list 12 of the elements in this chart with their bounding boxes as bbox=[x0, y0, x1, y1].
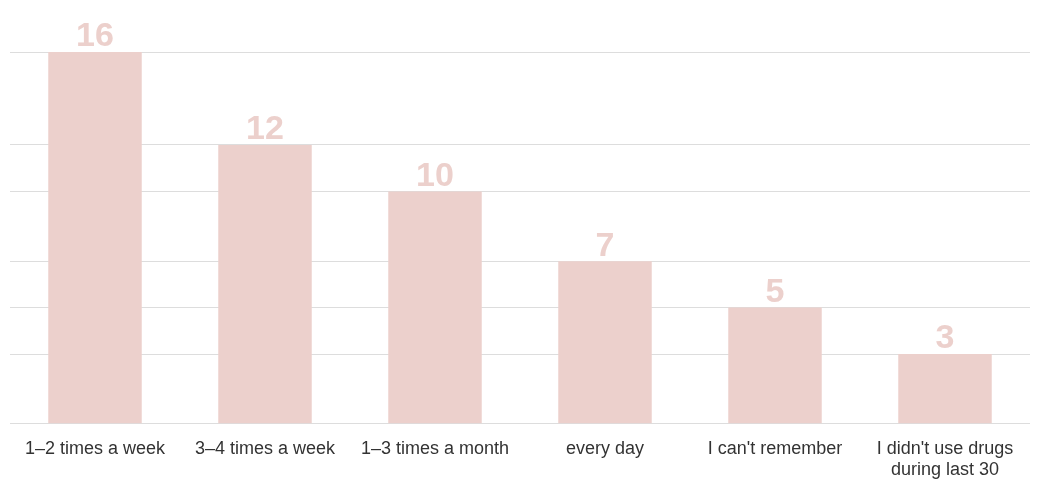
bar bbox=[388, 191, 482, 424]
bar bbox=[898, 354, 992, 424]
bar bbox=[558, 261, 652, 424]
bar bbox=[728, 307, 822, 424]
x-tick-label: I can't remember bbox=[707, 437, 843, 458]
x-tick-label: 1–2 times a week bbox=[24, 437, 167, 458]
x-tick-label: I didn't use drugs during last 30 bbox=[876, 437, 1014, 480]
x-tick-label: 3–4 times a week bbox=[194, 437, 337, 458]
x-tick-label: every day bbox=[565, 437, 645, 458]
x-tick-label: 1–3 times a month bbox=[360, 437, 510, 458]
bar bbox=[48, 52, 142, 424]
bar bbox=[218, 144, 312, 424]
